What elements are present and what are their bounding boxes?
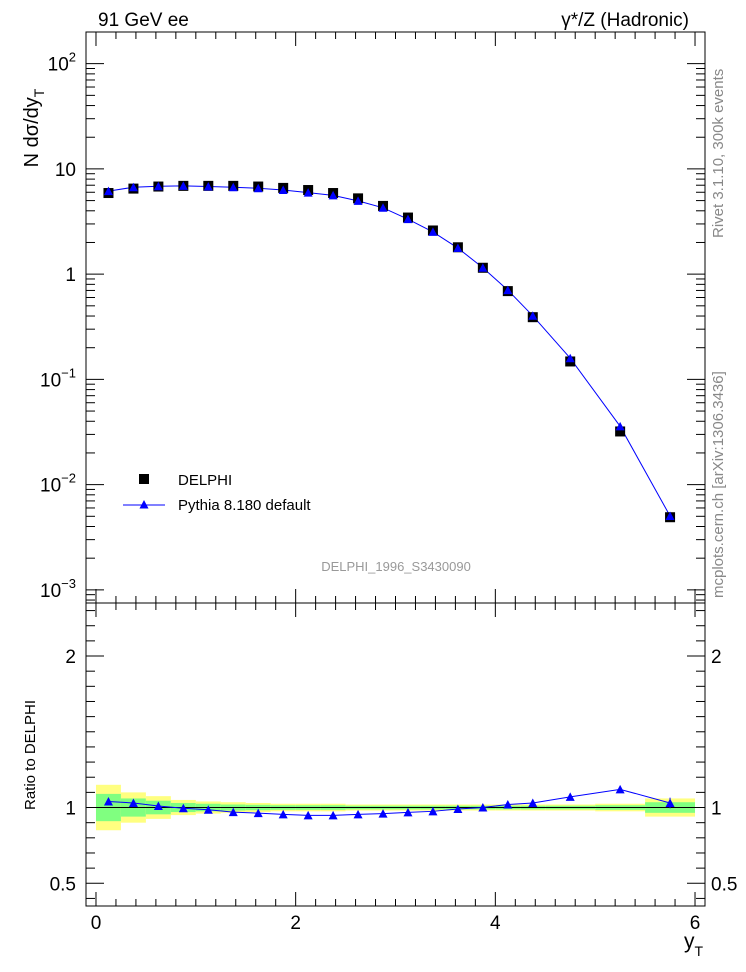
mc-point [378,203,388,212]
ratio-mc-point [103,796,113,806]
mc-point [403,214,413,224]
ratio-mc-point [253,808,263,818]
mc-point [253,183,263,193]
mc-point [453,243,463,253]
ratio-mc-point [428,806,438,816]
main-y-axis-label-text: N dσ/dy [21,97,43,167]
ratio-mc-point [278,809,288,819]
ratio-mc-point [615,784,625,794]
y-tick-label: 10−1 [40,365,76,391]
header-left: 91 GeV ee [98,10,189,31]
ratio-y-tick-label: 2 [65,647,76,668]
ratio-mc-point [303,810,313,820]
ratio-mc-point [565,792,575,801]
ratio-y-tick-label: 1 [65,799,76,820]
ratio-mc-point [503,799,513,809]
legend: DELPHI Pythia 8.180 default [123,472,311,514]
header-right: γ*/Z (Hadronic) [561,10,689,31]
main-panel-frame [85,31,706,604]
mc-point [153,181,163,191]
ratio-mc-point [128,798,138,807]
mc-point [328,190,338,200]
mc-point [478,263,488,272]
legend-label-data: DELPHI [178,472,232,489]
mc-point [428,227,438,236]
legend-marker-mc [139,500,149,509]
y-tick-label: 10−3 [40,576,76,602]
mc-point [528,311,538,320]
x-axis-label-text: y [684,930,695,953]
y-tick-label: 10−2 [40,471,76,497]
ratio-mc-point [453,804,463,814]
ratio-panel-frame [85,602,706,907]
ratio-y-axis-label: Ratio to DELPHI [22,700,39,810]
x-axis-label-sub: T [695,943,704,959]
main-panel-marks [103,180,676,523]
legend-label-mc: Pythia 8.180 default [178,497,311,514]
ratio-mc-point [528,798,538,807]
ratio-mc-point [478,803,488,812]
watermark: DELPHI_1996_S3430090 [321,559,471,574]
y-tick-label: 10 [55,160,76,181]
mc-point [228,182,238,192]
data-point [615,426,626,437]
mc-point [353,196,363,205]
ratio-y-tick-label-right: 2 [711,647,722,668]
mc-line [108,185,671,517]
mc-point [278,185,288,195]
main-y-axis-label: N dσ/dyT [21,88,47,167]
ratio-mc-point [203,805,213,814]
rivet-label: Rivet 3.1.10, 300k events [710,69,727,238]
x-tick-label: 4 [490,913,501,934]
x-tick-label: 2 [290,913,301,934]
mc-point [203,182,213,191]
mc-point [103,186,113,196]
x-axis-label: yT [684,930,704,959]
legend-marker-data [139,474,149,484]
mc-point [565,353,575,363]
ratio-mc-point [403,807,413,817]
ratio-mc-point [353,809,363,819]
mc-point [303,188,313,197]
ratio-mc-point [153,801,163,811]
x-tick-label: 0 [91,913,102,934]
main-y-axis-label-sub: T [31,88,47,97]
ratio-y-tick-label-right: 1 [711,799,722,820]
y-tick-label: 1 [65,265,76,286]
ratio-mc-point [665,798,675,807]
mc-point [503,285,513,295]
ratio-mc-point [228,807,238,817]
axis-ticks: 0 2 4 6 102 10 1 10−1 10−2 10−3 0.5 0.5 1 1 2 2 [40,31,737,934]
ratio-y-tick-label-right: 0.5 [711,874,737,895]
ratio-y-tick-label: 0.5 [50,874,76,895]
mc-point [178,181,188,190]
ratio-mc-point [178,803,188,813]
y-tick-label: 102 [48,50,76,76]
mc-point [615,421,625,431]
ratio-panel-marks [103,784,675,820]
x-tick-label: 6 [690,913,701,934]
mc-point [128,182,138,192]
ratio-mc-point [328,810,338,820]
ratio-mc-point [378,809,388,818]
panel-frames [85,31,706,907]
source-label: mcplots.cern.ch [arXiv:1306.3436] [710,371,727,598]
mc-point [665,511,675,521]
